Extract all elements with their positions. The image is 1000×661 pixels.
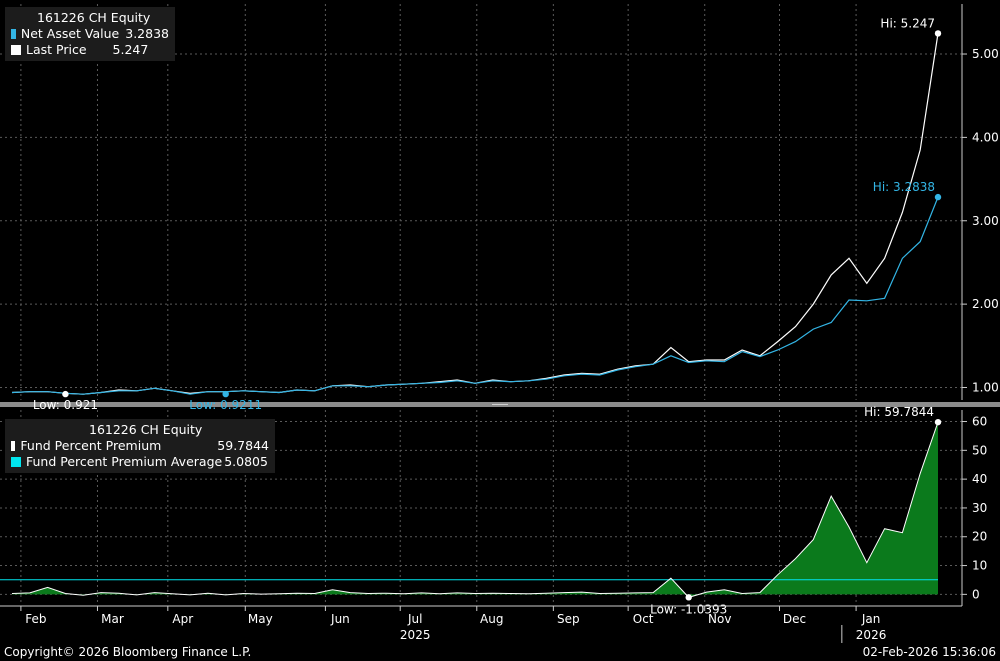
y-tick-label: 10 xyxy=(972,559,987,573)
annotation-label: Low: 0.921 xyxy=(33,398,98,412)
x-tick-label: Apr xyxy=(172,612,193,626)
legend-value: 5.247 xyxy=(112,42,149,57)
series-line-net-asset-value xyxy=(11,196,939,395)
legend-value: 3.2838 xyxy=(125,26,169,41)
series-line-last-price xyxy=(11,33,939,395)
last-price-swatch-icon xyxy=(11,45,21,55)
legend-value: 5.0805 xyxy=(224,454,268,469)
average-swatch-icon xyxy=(11,457,21,467)
nav-swatch-icon xyxy=(11,29,16,39)
legend-item-last-price: Last Price 5.247 xyxy=(11,42,169,58)
x-tick-label: Nov xyxy=(708,612,731,626)
x-tick-label: Jan xyxy=(861,612,881,626)
legend-item-nav: Net Asset Value 3.2838 xyxy=(11,26,169,42)
legend-item-premium-average: Fund Percent Premium Average 5.0805 xyxy=(11,454,269,470)
annotation-marker xyxy=(685,594,692,601)
x-tick-label: Oct xyxy=(633,612,654,626)
premium-legend: 161226 CH Equity Fund Percent Premium 59… xyxy=(5,419,275,473)
legend-label: Last Price xyxy=(26,42,87,57)
y-tick-label: 0 xyxy=(972,587,980,601)
x-tick-label: Sep xyxy=(557,612,580,626)
y-tick-label: 5.00 xyxy=(972,47,999,61)
annotation-label: Hi: 59.7844 xyxy=(864,405,934,419)
x-tick-label: Dec xyxy=(783,612,806,626)
legend-label: Fund Percent Premium xyxy=(20,438,162,453)
y-tick-label: 1.00 xyxy=(972,380,999,394)
x-year-label: 2026 xyxy=(856,628,887,642)
premium-swatch-icon xyxy=(11,441,16,451)
price-legend: 161226 CH Equity Net Asset Value 3.2838 … xyxy=(5,7,175,61)
x-tick-label: Feb xyxy=(25,612,46,626)
x-year-label: 2025 xyxy=(400,628,431,642)
legend-value: 59.7844 xyxy=(217,438,269,453)
x-tick-label: Mar xyxy=(101,612,124,626)
premium-legend-title: 161226 CH Equity xyxy=(89,422,203,437)
y-tick-label: 20 xyxy=(972,530,987,544)
x-tick-label: May xyxy=(248,612,273,626)
price-legend-title: 161226 CH Equity xyxy=(37,10,151,25)
y-tick-label: 30 xyxy=(972,501,987,515)
legend-label: Fund Percent Premium Average xyxy=(26,454,223,469)
y-tick-label: 50 xyxy=(972,443,987,457)
annotation-marker xyxy=(934,30,942,37)
annotation-marker xyxy=(62,390,69,398)
y-tick-label: 40 xyxy=(972,472,987,486)
legend-item-premium: Fund Percent Premium 59.7844 xyxy=(11,438,269,454)
annotation-marker xyxy=(222,390,229,398)
y-tick-label: 3.00 xyxy=(972,214,999,228)
y-tick-label: 4.00 xyxy=(972,130,999,144)
y-tick-label: 2.00 xyxy=(972,297,999,311)
x-tick-label: Aug xyxy=(480,612,503,626)
x-tick-label: Jul xyxy=(407,612,422,626)
annotation-label: Hi: 3.2838 xyxy=(873,180,935,194)
legend-label: Net Asset Value xyxy=(20,26,120,41)
series-line-fund-percent-premium xyxy=(11,421,939,598)
copyright-text: Copyright© 2026 Bloomberg Finance L.P. xyxy=(4,645,252,659)
x-tick-label: Jun xyxy=(330,612,350,626)
annotation-marker xyxy=(934,418,942,426)
annotation-label: Hi: 5.247 xyxy=(880,16,935,30)
timestamp-text: 02-Feb-2026 15:36:06 xyxy=(862,645,996,659)
annotation-marker xyxy=(934,193,942,201)
y-tick-label: 60 xyxy=(972,415,987,429)
annotation-label: Low: 0.9211 xyxy=(189,398,262,412)
